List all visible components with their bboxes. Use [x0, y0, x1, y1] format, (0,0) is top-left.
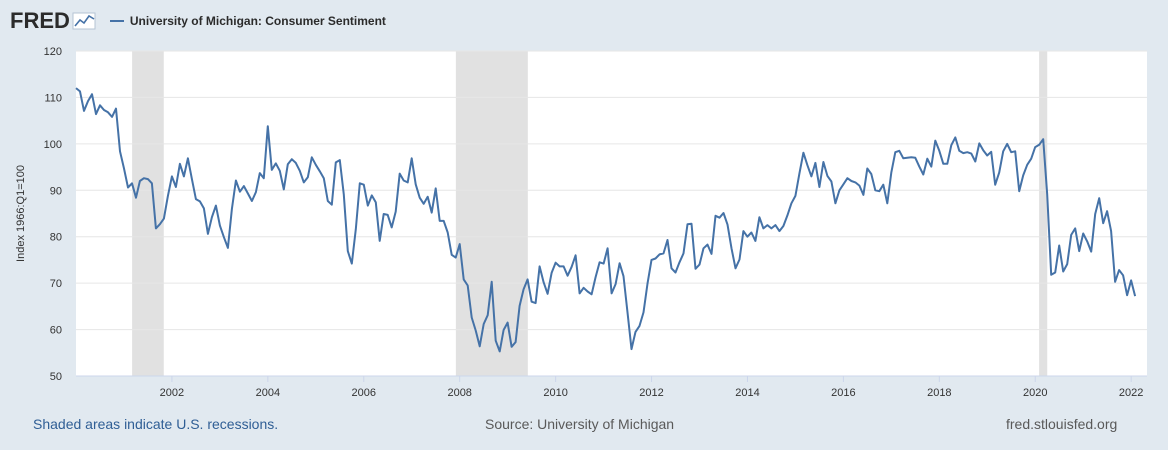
y-tick-label-50: 50 — [50, 371, 62, 383]
recession-band-3 — [1039, 51, 1048, 376]
x-tick-label-2012: 2012 — [639, 387, 663, 399]
header: FRED University of Michigan: Consumer Se… — [10, 6, 386, 36]
x-tick-label-2022: 2022 — [1119, 387, 1143, 399]
x-tick-label-2014: 2014 — [735, 387, 759, 399]
y-tick-label-60: 60 — [50, 325, 62, 337]
x-tick-label-2002: 2002 — [160, 387, 184, 399]
x-tick-label-2004: 2004 — [256, 387, 280, 399]
chart-logo-icon — [72, 12, 96, 30]
x-tick-label-2018: 2018 — [927, 387, 951, 399]
legend-line-swatch — [109, 20, 124, 22]
fred-logo[interactable]: FRED — [10, 8, 70, 33]
recession-note-link[interactable]: Shaded areas indicate U.S. recessions. — [33, 416, 279, 432]
y-tick-label-80: 80 — [50, 232, 62, 244]
x-tick-label-2006: 2006 — [352, 387, 376, 399]
y-axis-label: Index 1966:Q1=100 — [15, 165, 27, 262]
x-tick-label-2008: 2008 — [447, 387, 471, 399]
y-tick-label-70: 70 — [50, 278, 62, 290]
line-chart[interactable]: 50 60 70 80 90 100 110 120 2002 2004 2006 2008 2010 2… — [0, 0, 1168, 410]
y-tick-label-100: 100 — [44, 139, 62, 151]
x-tick-label-2020: 2020 — [1023, 387, 1047, 399]
source-label: Source: University of Michigan — [485, 416, 675, 432]
y-tick-label-90: 90 — [50, 185, 62, 197]
y-tick-label-110: 110 — [44, 92, 62, 104]
recession-band-2 — [455, 51, 528, 376]
x-tick-label-2016: 2016 — [831, 387, 855, 399]
series-legend-title[interactable]: University of Michigan: Consumer Sentime… — [129, 14, 386, 28]
site-url[interactable]: fred.stlouisfed.org — [1006, 416, 1118, 432]
series-line-consumer-sentiment — [75, 87, 1137, 353]
recession-band-1 — [132, 51, 164, 376]
plot-area — [76, 51, 1147, 376]
y-tick-label-120: 120 — [44, 46, 62, 58]
x-tick-label-2010: 2010 — [543, 387, 567, 399]
